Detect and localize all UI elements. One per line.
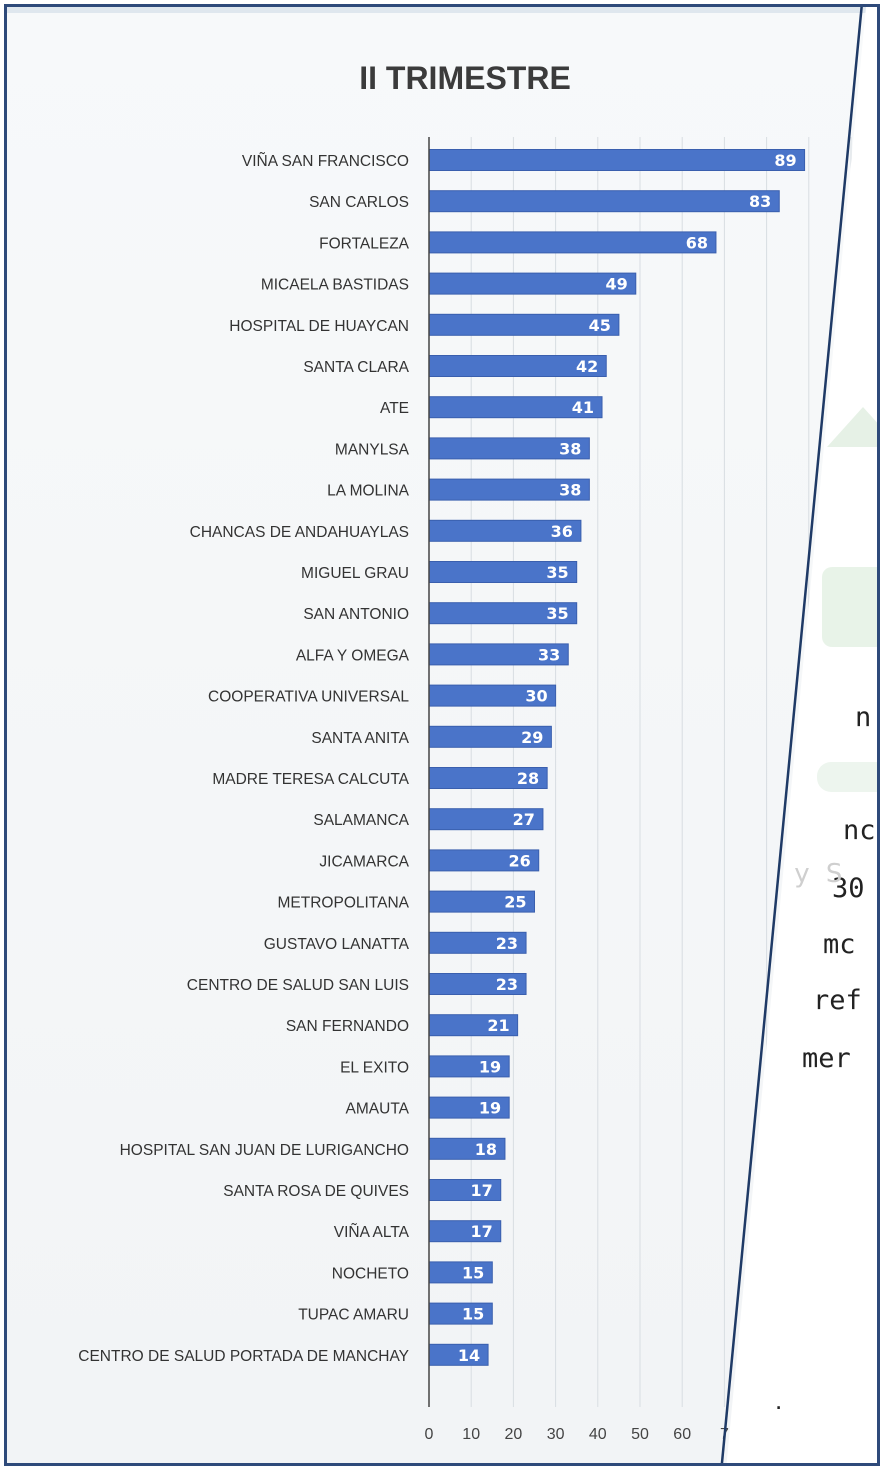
watermark-shape — [827, 407, 877, 447]
bar-value-label: 23 — [496, 975, 518, 994]
category-label: MIGUEL GRAU — [301, 565, 409, 582]
category-label: METROPOLITANA — [278, 895, 410, 912]
bar-value-label: 83 — [749, 192, 771, 211]
x-tick-label: 60 — [673, 1426, 691, 1443]
bar-value-label: 15 — [462, 1305, 484, 1324]
bar — [428, 149, 806, 171]
category-label: NOCHETO — [332, 1265, 409, 1282]
category-label: MADRE TERESA CALCUTA — [212, 771, 409, 788]
bar-value-label: 25 — [504, 893, 526, 912]
x-tick-label: 50 — [631, 1426, 649, 1443]
category-label: LA MOLINA — [327, 483, 409, 500]
category-label: HOSPITAL SAN JUAN DE LURIGANCHO — [120, 1142, 409, 1159]
x-tick-label: 30 — [547, 1426, 565, 1443]
category-label: AMAUTA — [346, 1101, 410, 1118]
category-label: HOSPITAL DE HUAYCAN — [229, 318, 409, 335]
bar-value-label: 42 — [576, 357, 598, 376]
bar-value-label: 45 — [589, 316, 611, 335]
side-text-line: n — [855, 702, 872, 733]
category-label: SAN CARLOS — [309, 194, 409, 211]
page-frame: n R nc 30 mc ref mer a y S . II TRIMESTR… — [4, 4, 880, 1466]
category-label: FORTALEZA — [319, 235, 410, 252]
category-label: JICAMARCA — [319, 853, 409, 870]
category-label: EL EXITO — [340, 1059, 409, 1076]
chart-panel: II TRIMESTRE 89 83 68 49 45 42 41 38 38 36 35 35 33 3… — [7, 7, 866, 1463]
category-label: CENTRO DE SALUD PORTADA DE MANCHAY — [78, 1348, 409, 1365]
category-label: MICAELA BASTIDAS — [261, 277, 409, 294]
bar-value-label: 15 — [462, 1263, 484, 1282]
x-tick-labels: 0 10 20 30 40 50 60 7 — [425, 1426, 729, 1443]
bar-value-label: 33 — [538, 645, 560, 664]
x-tick-label: 7 — [720, 1426, 729, 1443]
category-label: SALAMANCA — [313, 812, 409, 829]
bar-value-label: 23 — [496, 934, 518, 953]
chart-title: II TRIMESTRE — [359, 60, 571, 96]
category-label: ALFA Y OMEGA — [296, 647, 410, 664]
stray-dot: . — [775, 1385, 783, 1415]
bar-value-label: 38 — [559, 481, 581, 500]
x-tick-label: 40 — [589, 1426, 607, 1443]
bar-value-label: 27 — [513, 810, 535, 829]
category-label: COOPERATIVA UNIVERSAL — [208, 689, 409, 706]
bar-value-label: 38 — [559, 439, 581, 458]
bar-value-label: 35 — [546, 604, 568, 623]
watermark-shape — [817, 762, 877, 792]
bar-chart: II TRIMESTRE 89 83 68 49 45 42 41 38 38 36 35 35 33 3… — [78, 60, 852, 1443]
side-text-line: ref — [813, 985, 862, 1016]
category-label: TUPAC AMARU — [298, 1307, 409, 1324]
bar-value-label: 17 — [470, 1222, 492, 1241]
category-label: SANTA ROSA DE QUIVES — [223, 1183, 409, 1200]
category-labels: VIÑA SAN FRANCISCO SAN CARLOS FORTALEZA MIC… — [78, 153, 409, 1365]
bar-value-label: 19 — [479, 1057, 501, 1076]
bar-value-label: 18 — [475, 1140, 497, 1159]
category-label: VIÑA SAN FRANCISCO — [242, 153, 409, 170]
x-tick-label: 10 — [462, 1426, 480, 1443]
bar-value-label: 36 — [551, 522, 573, 541]
bar-value-label: 29 — [521, 728, 543, 747]
bar-value-label: 17 — [470, 1181, 492, 1200]
category-label: ATE — [380, 400, 409, 417]
watermark-shape — [822, 567, 877, 647]
category-label: CENTRO DE SALUD SAN LUIS — [187, 977, 409, 994]
bar-value-label: 26 — [508, 851, 530, 870]
category-label: SAN ANTONIO — [303, 606, 409, 623]
bar — [428, 190, 780, 213]
bar-value-label: 14 — [458, 1346, 480, 1365]
bar-value-label: 35 — [546, 563, 568, 582]
bar-value-label: 19 — [479, 1099, 501, 1118]
side-text-line: mer — [802, 1043, 851, 1074]
bar-value-label: 21 — [487, 1016, 509, 1035]
bar-value-label: 28 — [517, 769, 539, 788]
bar — [428, 231, 717, 254]
side-text-line: mc — [823, 929, 856, 960]
category-label: GUSTAVO LANATTA — [264, 936, 410, 953]
category-label: SANTA ANITA — [311, 730, 409, 747]
x-tick-label: 0 — [425, 1426, 434, 1443]
bars: 89 83 68 49 45 42 41 38 38 36 35 35 33 30 29 28 27 26 25 23… — [428, 149, 806, 1366]
bar-value-label: 41 — [572, 398, 594, 417]
category-label: SANTA CLARA — [303, 359, 409, 376]
category-label: SAN FERNANDO — [286, 1018, 409, 1035]
bar-value-label: 89 — [774, 151, 796, 170]
bar-value-label: 30 — [525, 687, 547, 706]
bar-value-label: 49 — [606, 275, 628, 294]
bar-value-label: 68 — [686, 233, 708, 252]
category-label: MANYLSA — [335, 441, 410, 458]
category-label: VIÑA ALTA — [334, 1224, 410, 1241]
x-tick-label: 20 — [505, 1426, 523, 1443]
category-label: CHANCAS DE ANDAHUAYLAS — [190, 524, 409, 541]
side-text-line: nc — [843, 815, 876, 846]
